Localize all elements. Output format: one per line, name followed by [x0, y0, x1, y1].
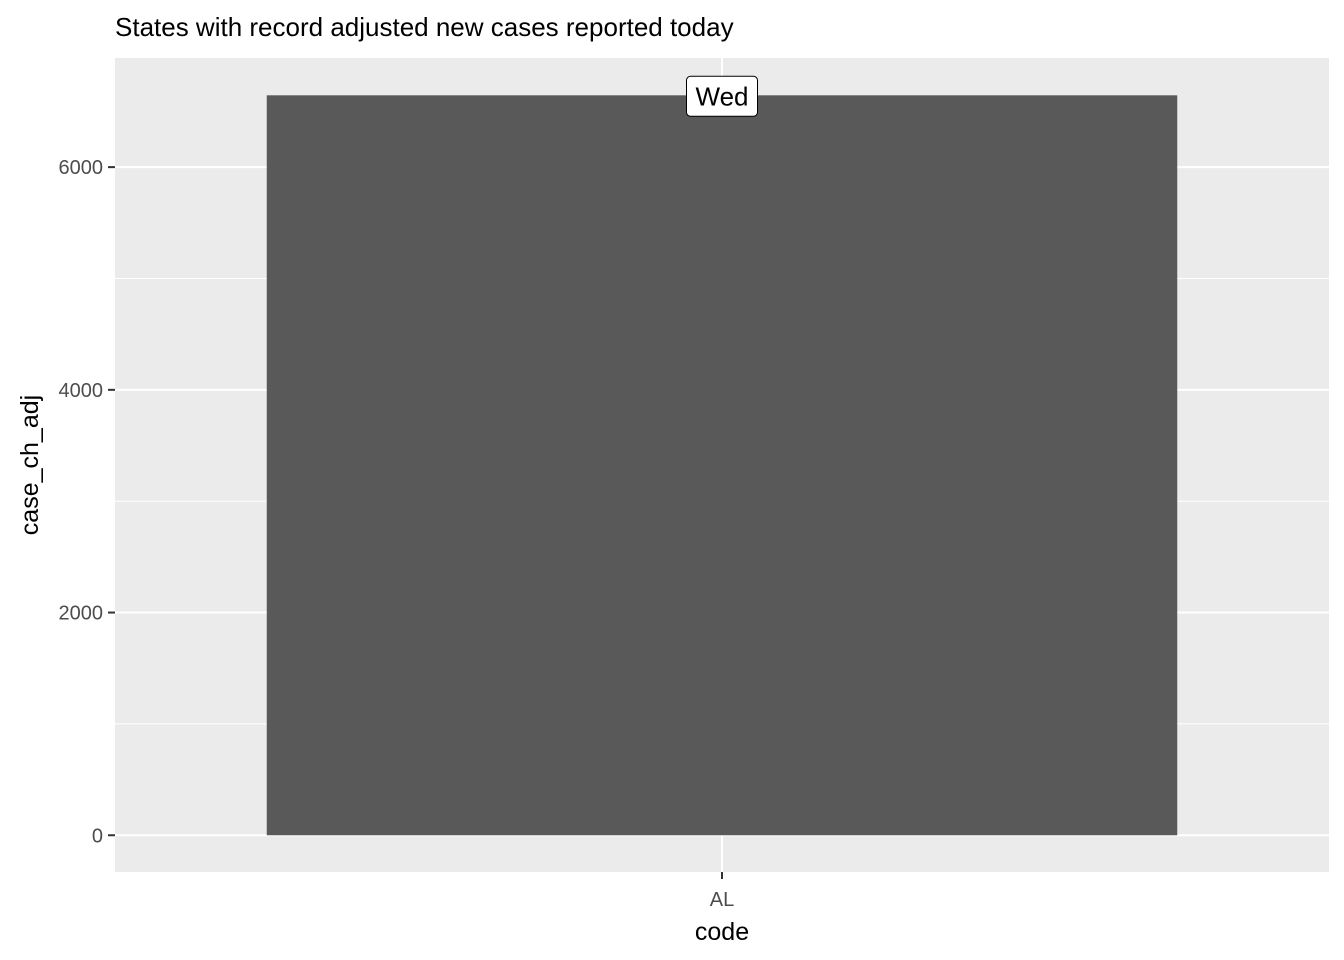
- bar-labels: Wed: [686, 75, 758, 117]
- bar-label-text: Wed: [696, 81, 749, 111]
- x-axis: AL: [710, 872, 734, 911]
- y-tick-label: 0: [92, 825, 103, 847]
- bars: [266, 95, 1178, 836]
- chart-title: States with record adjusted new cases re…: [115, 12, 734, 42]
- y-tick-label: 4000: [59, 380, 104, 402]
- x-axis-label: code: [695, 918, 749, 946]
- y-tick-label: 2000: [59, 603, 104, 625]
- bar-label: Wed: [686, 75, 758, 117]
- bar: [266, 95, 1178, 836]
- x-tick-label: AL: [710, 889, 734, 911]
- bar-label-box: [686, 75, 758, 117]
- y-axis-label: case_ch_adj: [16, 395, 44, 535]
- y-axis: 0 2000 4000 6000: [59, 157, 115, 847]
- y-tick-label: 6000: [59, 157, 104, 179]
